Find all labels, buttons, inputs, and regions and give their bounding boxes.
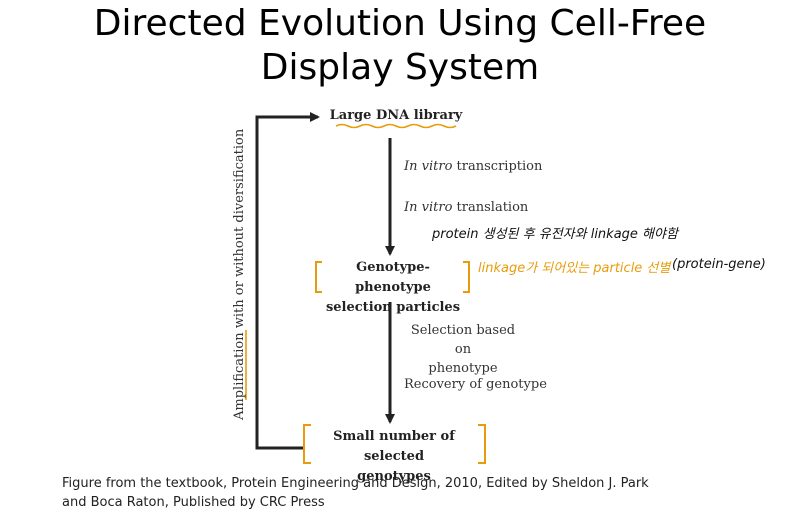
library-underline bbox=[335, 123, 457, 129]
step-transcription-italic: In vitro bbox=[404, 159, 453, 174]
step-transcription-rest: transcription bbox=[452, 159, 543, 174]
node-selected-line-2: genotypes bbox=[357, 469, 431, 484]
step-translation-rest: translation bbox=[452, 200, 529, 215]
node-genotype-phenotype-particles: Genotype-phenotype selection particles bbox=[320, 258, 466, 318]
handwritten-note-particle-selection: linkage가 되어있는 particle 선별 bbox=[478, 261, 671, 276]
title-line-2: Display System bbox=[260, 47, 540, 88]
node-particles-line-2: selection particles bbox=[325, 300, 461, 315]
slide-title: Directed Evolution Using Cell-Free Displ… bbox=[0, 2, 800, 90]
step-selection: Selection based on phenotype bbox=[404, 321, 522, 378]
title-line-1: Directed Evolution Using Cell-Free bbox=[93, 3, 707, 44]
node-particles-line-1: Genotype-phenotype bbox=[355, 260, 431, 295]
handwritten-note-linkage: protein 생성된 후 유전자와 linkage 해야함 bbox=[432, 227, 678, 242]
step-transcription: In vitro transcription bbox=[404, 157, 542, 176]
selected-bracket-left bbox=[303, 424, 311, 464]
node-small-selected-genotypes: Small number of selected genotypes bbox=[306, 427, 482, 487]
caption-line-2: and Boca Raton, Published by CRC Press bbox=[62, 495, 325, 510]
caption-line-1: Figure from the textbook, Protein Engine… bbox=[62, 476, 649, 491]
particles-bracket-left bbox=[315, 261, 322, 293]
selected-bracket-right bbox=[478, 424, 486, 464]
handwritten-note-protein-gene: (protein-gene) bbox=[672, 257, 766, 272]
node-library-label: Large DNA library bbox=[329, 108, 463, 123]
node-selected-line-1: Small number of selected bbox=[333, 429, 455, 464]
particles-bracket-right bbox=[463, 261, 470, 293]
step-recovery: Recovery of genotype bbox=[404, 377, 547, 392]
step-selection-line-2: phenotype bbox=[428, 361, 498, 376]
node-large-dna-library: Large DNA library bbox=[326, 106, 466, 126]
figure-caption: Figure from the textbook, Protein Engine… bbox=[62, 474, 762, 512]
loop-label-amplification: Amplification with or without diversific… bbox=[232, 128, 247, 420]
loop-line bbox=[255, 112, 320, 450]
step-selection-line-1: Selection based on bbox=[410, 323, 516, 357]
step-translation: In vitro translation bbox=[404, 198, 528, 217]
step-translation-italic: In vitro bbox=[404, 200, 453, 215]
